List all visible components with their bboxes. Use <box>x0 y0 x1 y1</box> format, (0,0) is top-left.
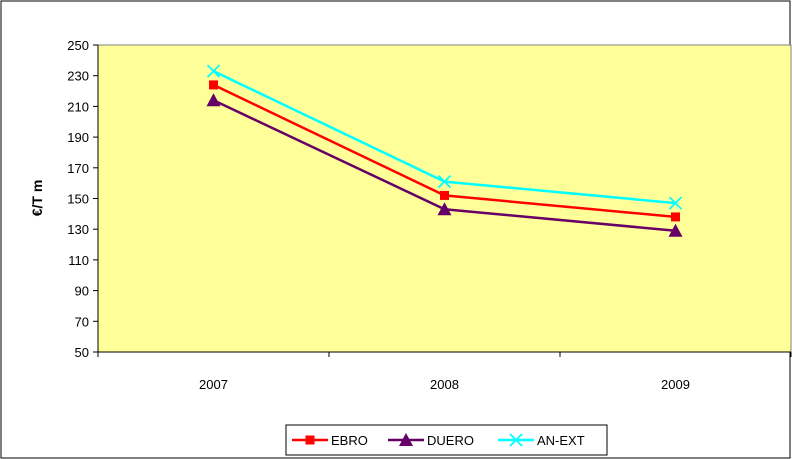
y-tick-label: 130 <box>67 222 89 237</box>
x-axis: 2007 2008 2009 <box>97 351 792 392</box>
data-point <box>206 93 221 107</box>
y-tick-label: 230 <box>67 69 89 84</box>
data-point <box>668 196 683 210</box>
y-tick-label: 50 <box>75 345 89 360</box>
legend-label: AN-EXT <box>537 433 585 448</box>
series-layer <box>206 64 683 237</box>
legend-item-an-ext: AN-EXT <box>498 433 585 448</box>
legend-marker <box>399 433 413 446</box>
series-an-ext <box>206 64 683 210</box>
y-tick-label: 70 <box>75 314 89 329</box>
y-tick-label: 110 <box>68 253 89 268</box>
legend-marker <box>305 435 315 445</box>
legend-item-ebro: EBRO <box>292 433 368 448</box>
y-axis: 50 70 90 110 130 150 170 190 210 230 250 <box>67 38 99 360</box>
series-ebro <box>209 80 680 222</box>
legend-label: EBRO <box>331 433 368 448</box>
y-tick-label: 90 <box>75 284 89 299</box>
y-tick-label: 150 <box>67 192 89 207</box>
y-axis-label: €/T m <box>29 180 45 217</box>
legend-item-duero: DUERO <box>388 433 474 448</box>
x-tick-label: 2008 <box>430 377 459 392</box>
data-point <box>437 174 452 189</box>
legend-marker <box>509 433 523 447</box>
y-tick-label: 210 <box>67 99 89 114</box>
legend-box <box>285 424 608 456</box>
x-tick-label: 2007 <box>199 377 228 392</box>
series-duero <box>206 93 683 237</box>
data-point <box>209 80 218 90</box>
data-point <box>671 212 680 222</box>
y-tick-label: 190 <box>67 130 89 145</box>
y-tick-label: 250 <box>67 38 89 53</box>
data-point <box>668 223 683 237</box>
x-tick-label: 2009 <box>661 377 690 392</box>
data-point <box>440 190 449 200</box>
legend: EBRO DUERO AN-EXT <box>285 424 608 456</box>
data-point <box>437 202 452 216</box>
legend-label: DUERO <box>427 433 474 448</box>
data-point <box>206 64 221 78</box>
y-tick-label: 170 <box>67 161 89 176</box>
